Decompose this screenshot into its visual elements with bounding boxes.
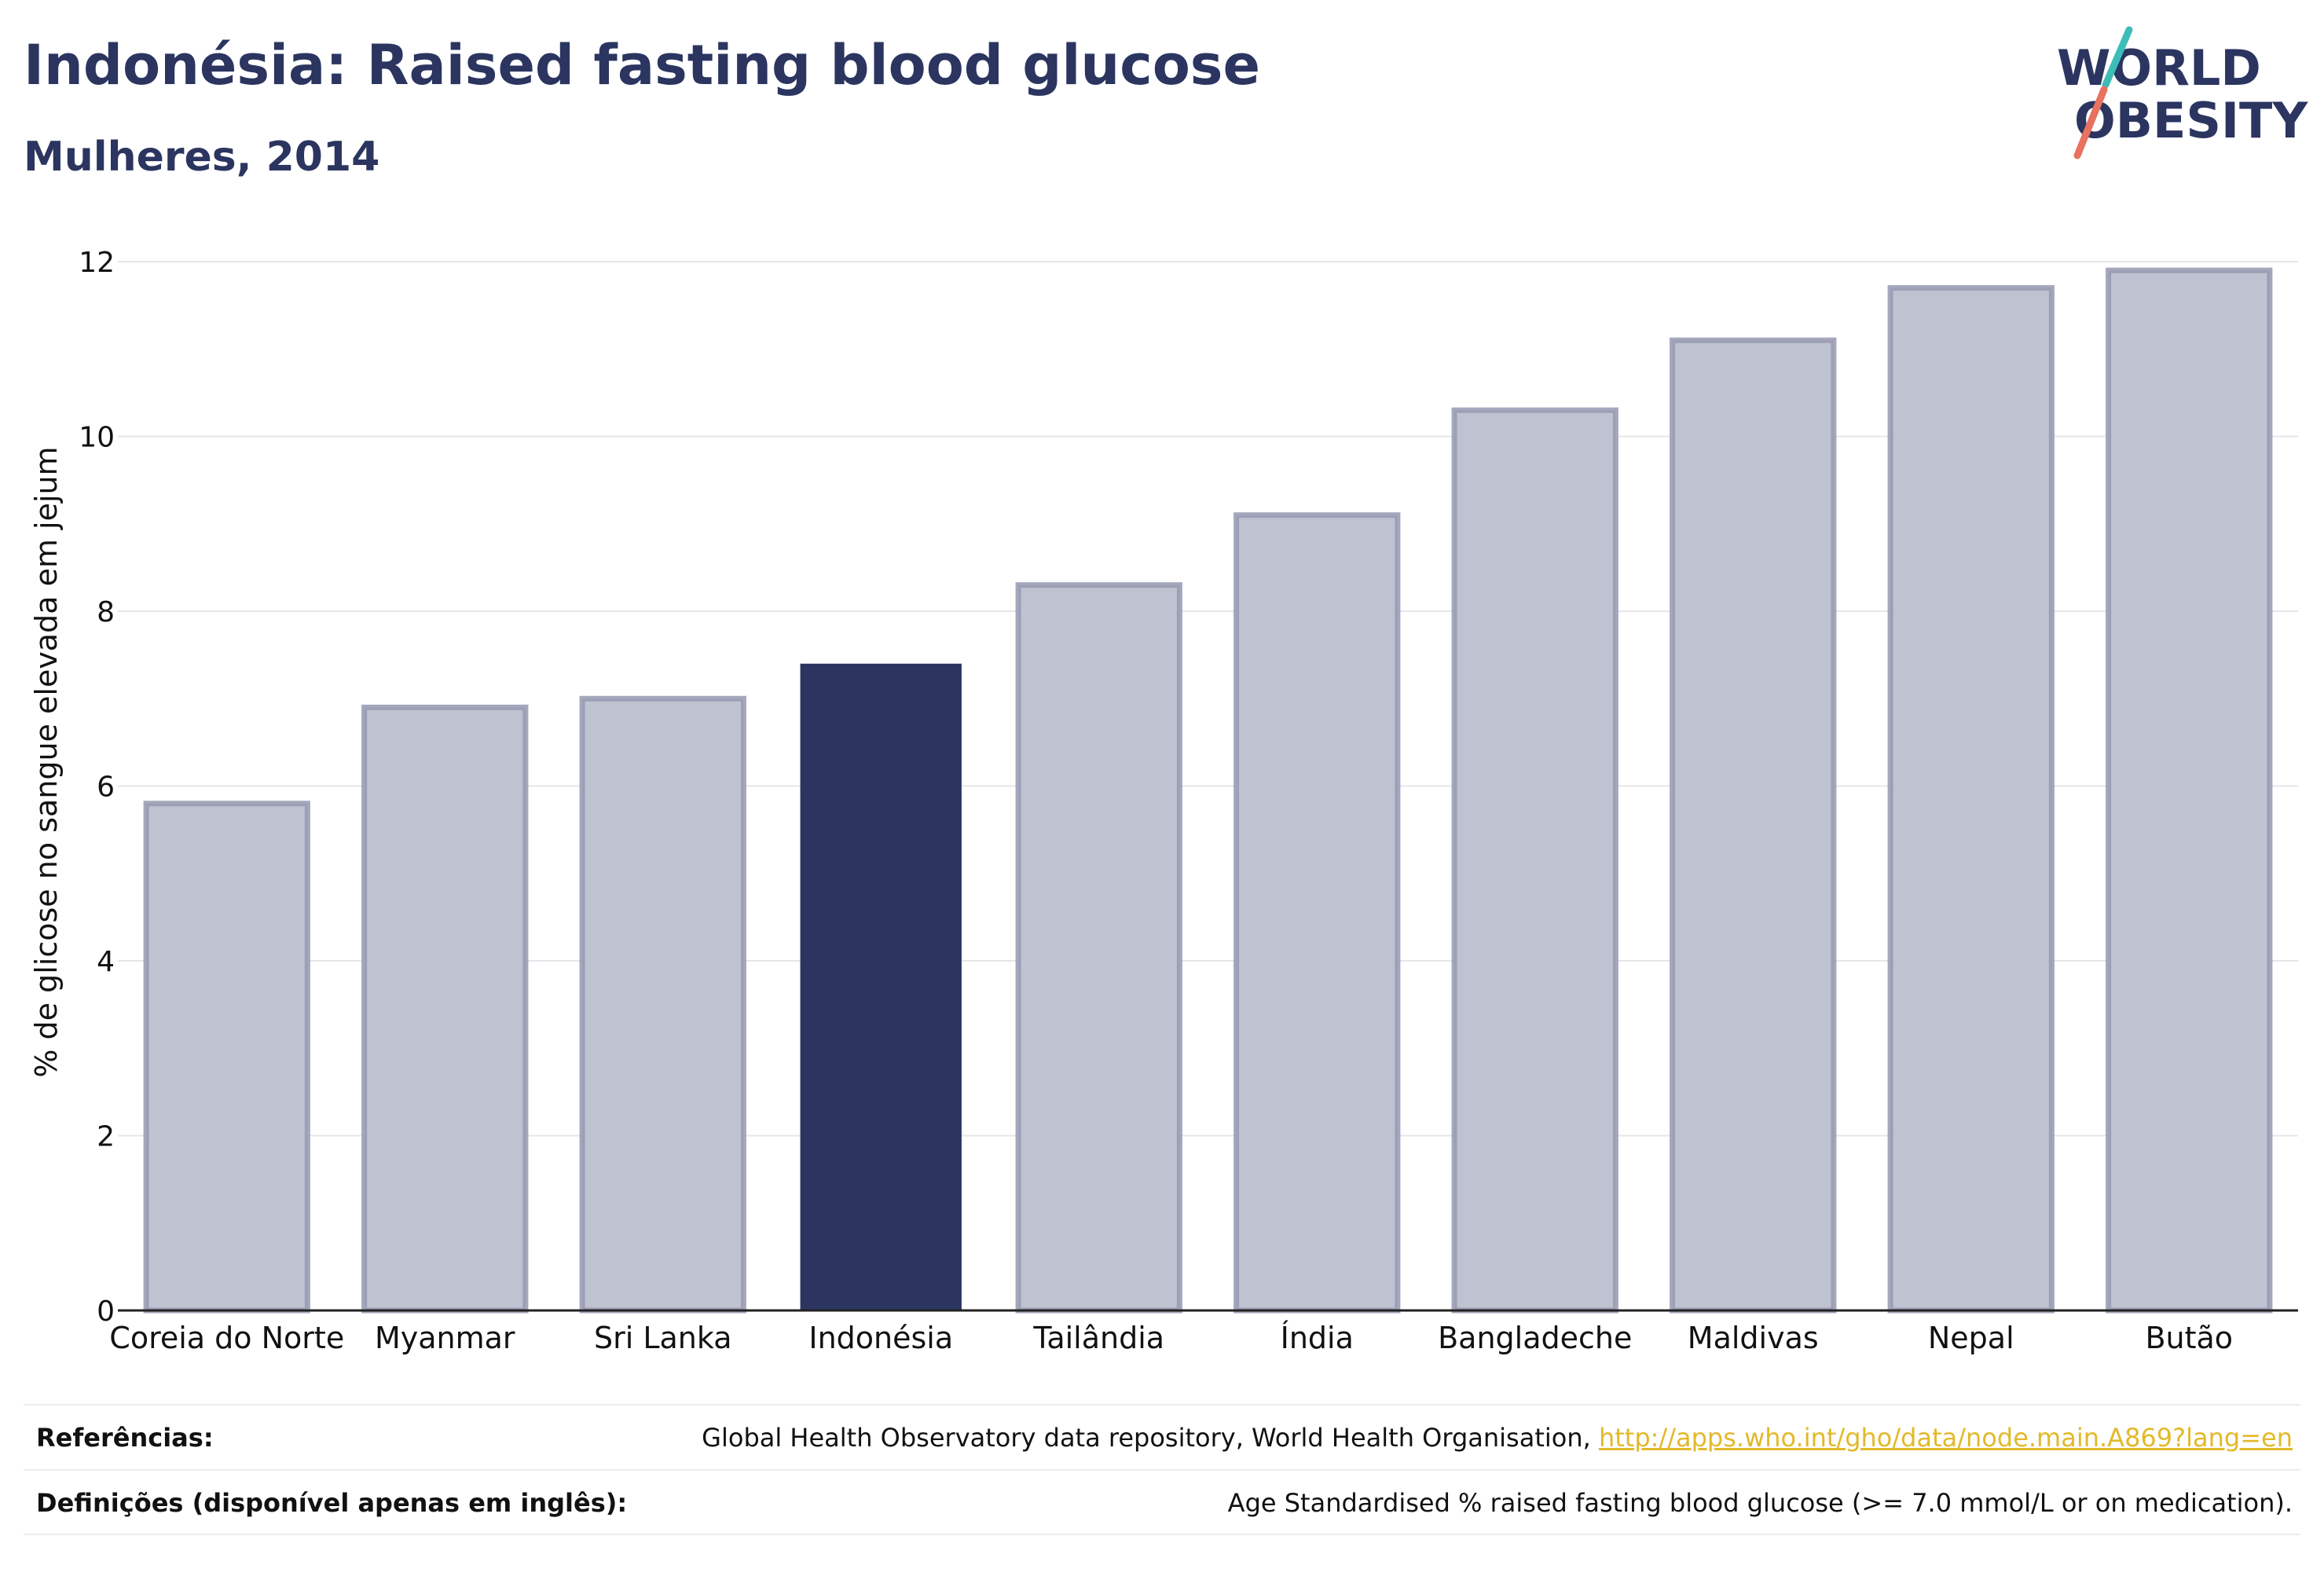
x-tick-label: Bangladeche (1438, 1321, 1632, 1355)
definitions-row: Definições (disponível apenas em inglês)… (24, 1469, 2300, 1535)
bar-tail-ndia[interactable] (1015, 582, 1182, 1314)
logo-line-1: WORLD (2057, 39, 2261, 97)
references-label: Referências: (36, 1423, 214, 1453)
x-tick-label: Butão (2145, 1321, 2233, 1355)
logo-slash-bottom (2073, 86, 2108, 159)
y-tick-label: 0 (97, 1296, 115, 1328)
chart-title: Indonésia: Raised fasting blood glucose (24, 33, 1260, 97)
y-tick-label: 2 (97, 1121, 115, 1153)
x-tick-label: Myanmar (375, 1321, 515, 1355)
references-row: Referências: Global Health Observatory d… (24, 1404, 2300, 1470)
y-axis-title: % de glicose no sangue elevada em jejum (29, 446, 64, 1077)
y-tick-label: 4 (97, 946, 115, 978)
bar-nepal[interactable] (1887, 284, 2055, 1314)
references-link[interactable]: http://apps.who.int/gho/data/node.main.A… (1598, 1423, 2293, 1453)
x-tick-label: Nepal (1928, 1321, 2014, 1355)
bar-sri-lanka[interactable] (579, 695, 746, 1314)
bar-bangladeche[interactable] (1451, 407, 1618, 1314)
chart-subtitle: Mulheres, 2014 (24, 134, 380, 181)
x-tick-label: Coreia do Norte (109, 1321, 344, 1355)
bar-myanmar[interactable] (361, 704, 529, 1314)
bar--ndia[interactable] (1233, 512, 1401, 1314)
x-tick-label: Índia (1281, 1321, 1354, 1355)
references-value: Global Health Observatory data repositor… (702, 1423, 2293, 1453)
axes: 0 2 4 6 8 10 12 Coreia do Norte Myanmar Sri Lanka… (79, 247, 2298, 1355)
x-tick-label: Tailândia (1032, 1321, 1164, 1355)
logo-slash-top (2102, 26, 2133, 89)
bar-indon-sia[interactable] (800, 663, 962, 1310)
bar-maldivas[interactable] (1670, 337, 1837, 1314)
bars (143, 267, 2273, 1314)
footer-divider (24, 1534, 2300, 1535)
y-tick-label: 6 (97, 772, 115, 804)
bar-but-o[interactable] (2106, 267, 2273, 1314)
x-tick-label: Sri Lanka (594, 1321, 732, 1355)
references-text: Global Health Observatory data repositor… (702, 1423, 1599, 1453)
world-obesity-logo: WORLD OBESITY (2057, 26, 2308, 159)
y-tick-label: 10 (79, 422, 115, 454)
y-tick-label: 8 (97, 596, 115, 629)
y-tick-label: 12 (79, 247, 115, 279)
bar-coreia-do-norte[interactable] (143, 801, 310, 1314)
definitions-label: Definições (disponível apenas em inglês)… (36, 1488, 628, 1518)
x-tick-label: Indonésia (808, 1321, 953, 1355)
definitions-value: Age Standardised % raised fasting blood … (1227, 1488, 2293, 1518)
x-tick-label: Maldivas (1688, 1321, 1819, 1355)
logo-line-2: OBESITY (2074, 92, 2308, 149)
bar-chart: 0 2 4 6 8 10 12 Coreia do Norte Myanmar Sri Lanka… (29, 247, 2298, 1355)
